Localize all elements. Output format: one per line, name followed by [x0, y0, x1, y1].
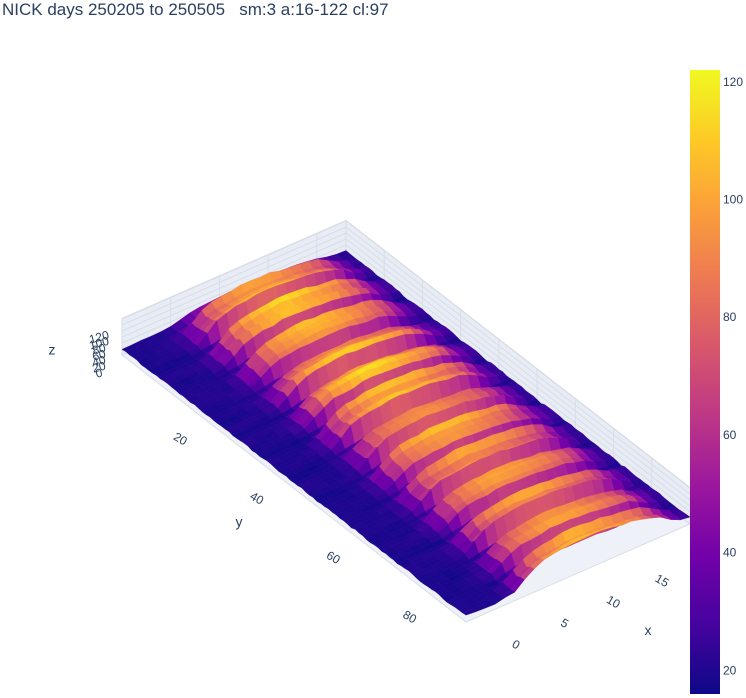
- y-tick-label: 80: [400, 607, 419, 626]
- x-tick-label: 10: [604, 593, 623, 612]
- x-tick-label: 5: [558, 615, 571, 631]
- z-tick-label: 60: [91, 347, 108, 364]
- surface: [121, 250, 691, 616]
- x-tick-label: 0: [510, 637, 523, 653]
- colorbar-tick-label: 80: [723, 310, 737, 324]
- colorbar-tick-label: 60: [723, 428, 737, 442]
- colorbar-bar: [690, 70, 720, 694]
- x-axis-title: x: [645, 622, 652, 638]
- z-tick-label: 20: [91, 359, 108, 376]
- colorbar-tick-label: 20: [723, 663, 737, 677]
- y-tick-label: 40: [248, 489, 267, 508]
- chart-title: NICK days 250205 to 250505 sm:3 a:16-122…: [2, 0, 389, 19]
- z-tick-label: 100: [87, 334, 110, 353]
- colorbar-tick-label: 120: [723, 75, 743, 89]
- z-tick-label: 120: [87, 328, 110, 347]
- y-axis-title: y: [236, 514, 243, 530]
- z-axis-title: z: [49, 342, 56, 358]
- surface-cell: [461, 608, 477, 616]
- z-tick-label: 80: [91, 341, 108, 358]
- z-tick-label: 40: [91, 353, 108, 370]
- x-tick-label: 15: [653, 571, 672, 590]
- z-tick-label: 0: [94, 365, 104, 380]
- colorbar: 20 40 60 80 100 120: [690, 70, 743, 694]
- colorbar-tick-label: 100: [723, 193, 743, 207]
- colorbar-tick-label: 40: [723, 546, 737, 560]
- y-tick-label: 20: [171, 429, 190, 448]
- y-tick-label: 60: [324, 548, 343, 567]
